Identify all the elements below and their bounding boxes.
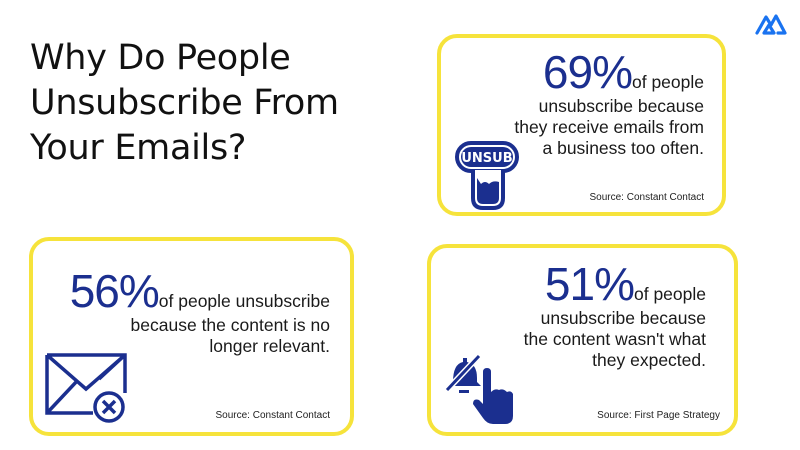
stat-content: 69%of people unsubscribe because they re… <box>504 48 704 204</box>
stat-lead: of people unsubscribe <box>158 291 330 311</box>
stat-text: 56%of people unsubscribe because the con… <box>40 267 330 357</box>
stat-content: 56%of people unsubscribe because the con… <box>40 267 330 422</box>
stat-description: unsubscribe because they receive emails … <box>514 96 704 158</box>
muted-bell-pointer-icon <box>444 353 513 424</box>
stat-content: 51%of people unsubscribe because the con… <box>520 260 720 422</box>
stat-percent: 69% <box>542 46 633 98</box>
stat-percent: 56% <box>69 265 160 317</box>
stat-description: because the content is no longer relevan… <box>130 315 330 356</box>
page-title: Why Do People Unsubscribe From Your Emai… <box>30 38 339 168</box>
stat-lead: of people <box>633 284 706 304</box>
stat-card-frequency: UNSUB 69%of people unsubscribe because t… <box>437 34 726 216</box>
unsub-button-icon: UNSUB <box>455 141 519 210</box>
stat-card-expectation: 51%of people unsubscribe because the con… <box>427 244 738 436</box>
mountain-logo-icon <box>755 14 787 35</box>
unsub-label: UNSUB <box>461 151 512 166</box>
stat-card-relevance: 56%of people unsubscribe because the con… <box>29 237 354 436</box>
envelope-x-icon <box>45 353 127 423</box>
source-label: Source: First Page Strategy <box>597 410 720 421</box>
stat-text: 69%of people unsubscribe because they re… <box>504 48 704 159</box>
source-label: Source: Constant Contact <box>589 192 704 203</box>
source-label: Source: Constant Contact <box>215 410 330 421</box>
stat-lead: of people <box>631 72 704 92</box>
stat-description: unsubscribe because the content wasn't w… <box>523 308 706 370</box>
stat-percent: 51% <box>544 258 635 310</box>
stat-text: 51%of people unsubscribe because the con… <box>520 260 706 371</box>
